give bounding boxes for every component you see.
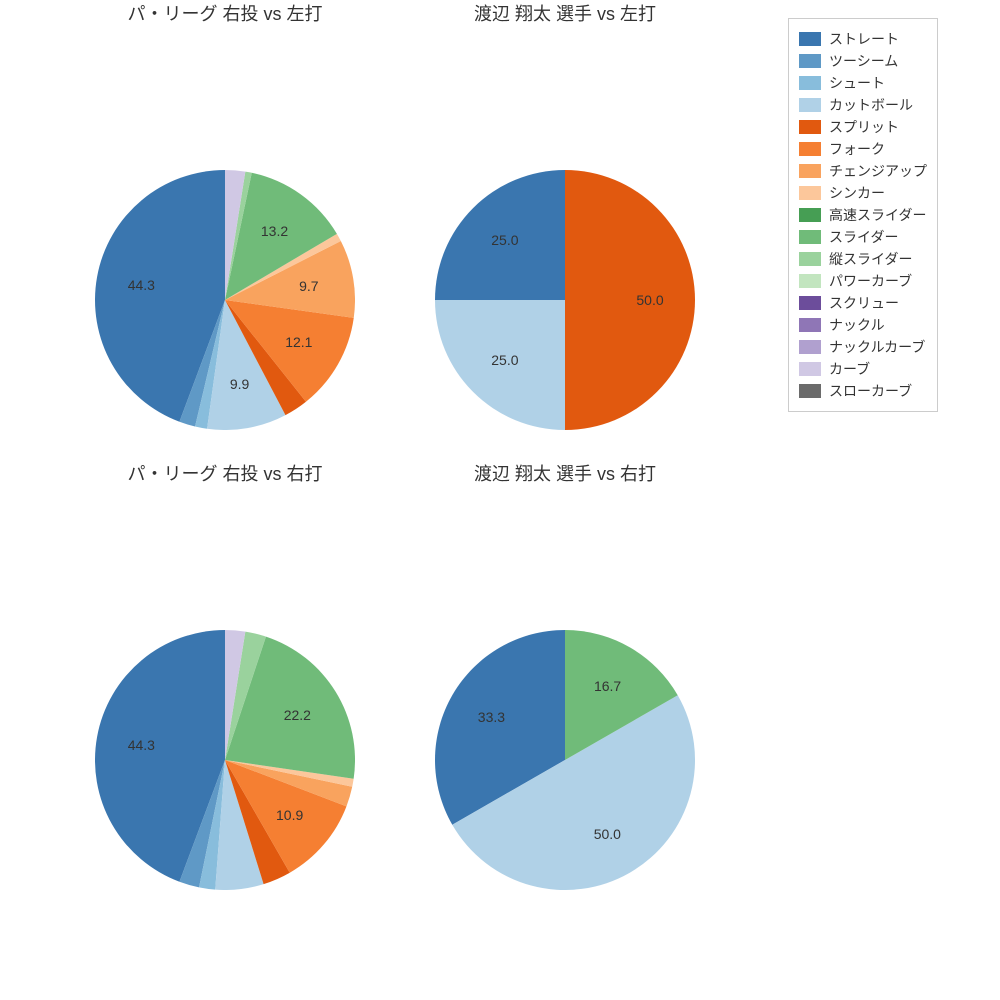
legend-label: スローカーブ xyxy=(829,381,912,401)
legend-item-curve: カーブ xyxy=(799,359,927,379)
pie-slice-label: 13.2 xyxy=(261,223,288,239)
legend-item-cutball: カットボール xyxy=(799,95,927,115)
legend-swatch xyxy=(799,186,821,200)
legend-swatch xyxy=(799,120,821,134)
pie-slice-label: 50.0 xyxy=(636,292,663,308)
legend-label: カーブ xyxy=(829,359,870,379)
legend-label: シンカー xyxy=(829,183,885,203)
pie-slice-label: 10.9 xyxy=(276,807,303,823)
legend-item-slow_curve: スローカーブ xyxy=(799,381,927,401)
legend-swatch xyxy=(799,296,821,310)
legend-swatch xyxy=(799,142,821,156)
legend-swatch xyxy=(799,54,821,68)
chart-title: 渡辺 翔太 選手 vs 左打 xyxy=(435,0,695,26)
legend-item-vert_slider: 縦スライダー xyxy=(799,249,927,269)
chart-title: 渡辺 翔太 選手 vs 右打 xyxy=(435,460,695,486)
legend-item-two_seam: ツーシーム xyxy=(799,51,927,71)
legend-label: フォーク xyxy=(829,139,885,159)
legend-label: カットボール xyxy=(829,95,913,115)
legend-swatch xyxy=(799,384,821,398)
chart-title: パ・リーグ 右投 vs 左打 xyxy=(95,0,355,26)
pie-slice-label: 44.3 xyxy=(128,277,155,293)
legend-swatch xyxy=(799,274,821,288)
legend-swatch xyxy=(799,340,821,354)
pie-slice-label: 25.0 xyxy=(491,232,518,248)
pie-svg xyxy=(95,170,355,430)
legend-item-straight: ストレート xyxy=(799,29,927,49)
pie-slice-split xyxy=(565,170,695,430)
pie-slice-label: 9.7 xyxy=(299,278,318,294)
legend-item-knuckle_curve: ナックルカーブ xyxy=(799,337,927,357)
legend-label: 高速スライダー xyxy=(829,205,926,225)
pie-svg xyxy=(435,630,695,890)
chart-title: パ・リーグ 右投 vs 右打 xyxy=(95,460,355,486)
legend-swatch xyxy=(799,208,821,222)
legend-label: ツーシーム xyxy=(829,51,898,71)
pie-slice-label: 33.3 xyxy=(478,709,505,725)
legend-item-sinker: シンカー xyxy=(799,183,927,203)
legend-swatch xyxy=(799,252,821,266)
legend-swatch xyxy=(799,32,821,46)
legend-swatch xyxy=(799,362,821,376)
legend-label: 縦スライダー xyxy=(829,249,912,269)
legend-item-fork: フォーク xyxy=(799,139,927,159)
legend-item-changeup: チェンジアップ xyxy=(799,161,927,181)
pie-svg xyxy=(95,630,355,890)
legend-swatch xyxy=(799,318,821,332)
legend-swatch xyxy=(799,230,821,244)
pie-slice-label: 22.2 xyxy=(284,707,311,723)
legend-label: ストレート xyxy=(829,29,899,49)
pie-slice-label: 12.1 xyxy=(285,334,312,350)
legend-swatch xyxy=(799,76,821,90)
legend-item-fast_slider: 高速スライダー xyxy=(799,205,927,225)
legend-label: スプリット xyxy=(829,117,899,137)
pie-slice-label: 50.0 xyxy=(594,826,621,842)
legend-item-knuckle: ナックル xyxy=(799,315,927,335)
pie-slice-label: 16.7 xyxy=(594,678,621,694)
legend-label: スクリュー xyxy=(829,293,899,313)
legend-item-power_curve: パワーカーブ xyxy=(799,271,927,291)
pie-slice-label: 44.3 xyxy=(128,737,155,753)
pie-chart-top-left: パ・リーグ 右投 vs 左打44.39.912.19.713.2 xyxy=(95,170,355,430)
legend-item-shoot: シュート xyxy=(799,73,927,93)
pie-slice-label: 9.9 xyxy=(230,376,249,392)
legend-item-screw: スクリュー xyxy=(799,293,927,313)
legend-item-slider: スライダー xyxy=(799,227,927,247)
legend-label: パワーカーブ xyxy=(829,271,912,291)
legend: ストレートツーシームシュートカットボールスプリットフォークチェンジアップシンカー… xyxy=(788,18,938,412)
legend-label: シュート xyxy=(829,73,885,93)
pie-chart-bottom-right: 渡辺 翔太 選手 vs 右打33.350.016.7 xyxy=(435,630,695,890)
legend-label: ナックル xyxy=(829,315,885,335)
pie-slice-label: 25.0 xyxy=(491,352,518,368)
pie-chart-bottom-left: パ・リーグ 右投 vs 右打44.310.922.2 xyxy=(95,630,355,890)
legend-item-split: スプリット xyxy=(799,117,927,137)
legend-swatch xyxy=(799,98,821,112)
legend-swatch xyxy=(799,164,821,178)
legend-label: ナックルカーブ xyxy=(829,337,925,357)
legend-label: チェンジアップ xyxy=(829,161,927,181)
legend-label: スライダー xyxy=(829,227,898,247)
pie-chart-top-right: 渡辺 翔太 選手 vs 左打25.025.050.0 xyxy=(435,170,695,430)
